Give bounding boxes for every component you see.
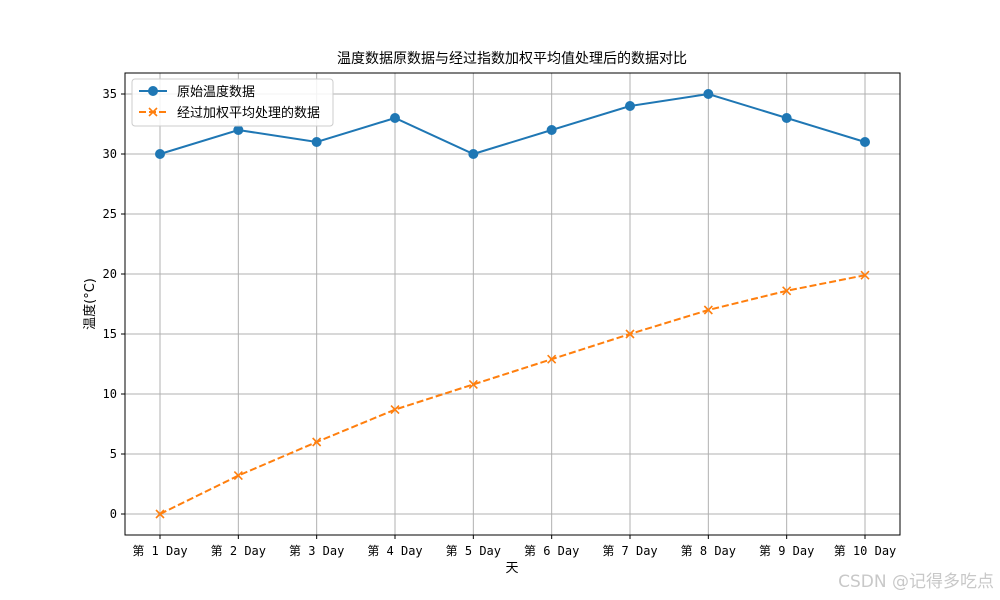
y-axis-label: 温度(°C) — [82, 278, 98, 330]
data-point — [625, 101, 635, 111]
data-point — [233, 125, 244, 135]
legend-label: 经过加权平均处理的数据 — [177, 105, 320, 121]
series-line — [159, 92, 866, 156]
x-tick-label: 第 5 Day — [446, 544, 501, 558]
series-layer — [155, 89, 870, 519]
data-point — [781, 113, 792, 123]
y-tick-label: 35 — [103, 87, 117, 101]
series-2 — [155, 270, 870, 519]
data-point — [390, 405, 400, 415]
x-tick-label: 第 6 Day — [524, 544, 579, 558]
legend-entry: 经过加权平均处理的数据 — [139, 105, 320, 121]
y-tick-label: 0 — [110, 507, 117, 521]
series-1 — [155, 89, 870, 159]
data-point — [468, 149, 479, 159]
data-point — [782, 286, 792, 296]
y-tick-label: 30 — [103, 147, 117, 161]
data-point — [155, 149, 165, 159]
data-point — [155, 509, 165, 519]
x-tick-label: 第 10 Day — [834, 544, 897, 558]
data-point — [860, 137, 870, 147]
data-point — [546, 125, 557, 135]
data-point — [390, 113, 400, 123]
y-tick-label: 15 — [103, 327, 117, 341]
data-point — [703, 89, 714, 99]
x-tick-label: 第 4 Day — [367, 544, 422, 558]
y-tick-label: 5 — [110, 447, 117, 461]
data-point — [148, 107, 158, 117]
x-tick-label: 第 9 Day — [759, 544, 814, 558]
data-point — [468, 379, 478, 389]
data-point — [547, 354, 557, 364]
x-tick-label: 第 7 Day — [602, 544, 657, 558]
legend-entry: 原始温度数据 — [139, 84, 255, 100]
legend-box — [131, 78, 334, 127]
legend-label: 原始温度数据 — [177, 84, 255, 100]
watermark: CSDN @记得多吃点 — [838, 572, 994, 592]
x-axis-label: 天 — [505, 561, 518, 576]
y-axis: 0 5 10 15 20 25 30 35 — [103, 87, 125, 521]
x-tick-label: 第 2 Day — [211, 544, 266, 558]
y-tick-label: 10 — [103, 387, 117, 401]
y-tick-label: 25 — [103, 207, 117, 221]
series-line — [159, 274, 866, 515]
data-point — [312, 437, 322, 447]
data-point — [311, 137, 322, 147]
data-point — [148, 86, 158, 96]
plot-frame — [124, 72, 901, 536]
x-tick-label: 第 1 Day — [132, 544, 187, 558]
data-point — [860, 270, 870, 280]
x-tick-label: 第 3 Day — [289, 544, 344, 558]
data-point — [625, 329, 635, 339]
data-point — [233, 471, 243, 481]
y-tick-label: 20 — [103, 267, 117, 281]
chart-title: 温度数据原数据与经过指数加权平均值处理后的数据对比 — [337, 51, 687, 67]
data-point — [703, 305, 713, 315]
x-tick-label: 第 8 Day — [681, 544, 736, 558]
x-axis: 第 1 Day 第 2 Day 第 3 Day 第 4 Day 第 5 Day 第 6 D… — [132, 535, 896, 558]
grid-lines — [125, 73, 900, 535]
